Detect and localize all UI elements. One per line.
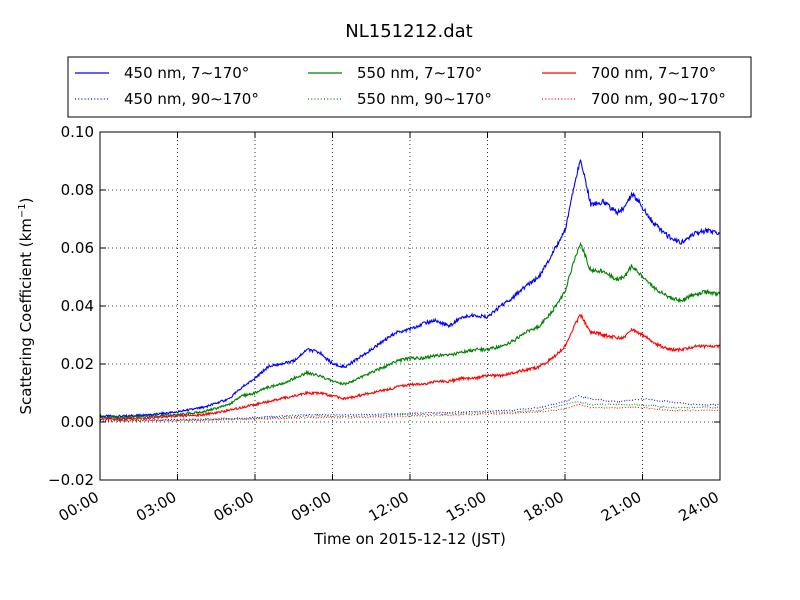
y-axis-label: Scattering Coefficient (km−1)	[17, 197, 35, 414]
legend-label-2: 550 nm, 7∼170°	[357, 64, 482, 82]
legend-label-3: 700 nm, 7∼170°	[591, 64, 716, 82]
x-tick-label: 06:00	[211, 488, 257, 525]
legend-label-5: 550 nm, 90∼170°	[357, 90, 492, 108]
x-tick-label: 24:00	[676, 488, 722, 525]
y-tick-label: 0.02	[61, 355, 94, 373]
legend-box	[67, 56, 752, 118]
grid	[100, 132, 720, 480]
series-line-2	[99, 241, 721, 420]
x-tick-label: 18:00	[521, 488, 567, 525]
x-axis-label: Time on 2015-12-12 (JST)	[313, 530, 506, 548]
series-line-5	[99, 400, 721, 423]
x-tick-label: 09:00	[288, 488, 334, 525]
legend-label-4: 450 nm, 90∼170°	[124, 90, 259, 108]
series-line-3	[99, 313, 721, 422]
y-axis-label-superscript: −1	[17, 203, 28, 218]
y-tick-label: −0.02	[48, 471, 94, 489]
x-tick-label: 03:00	[133, 488, 179, 525]
series-line-1	[99, 159, 721, 419]
legend-label-6: 700 nm, 90∼170°	[591, 90, 726, 108]
y-tick-label: 0.04	[61, 297, 94, 315]
y-tick-label: 0.10	[61, 123, 94, 141]
x-tick-label: 21:00	[598, 488, 644, 525]
y-tick-label: 0.06	[61, 239, 94, 257]
ticks: 00:00 03:00 06:00 09:00 12:00 15:00 18:00 21:00…	[48, 123, 722, 525]
chart-title: NL151212.dat	[345, 21, 472, 42]
y-axis-label-main: Scattering Coefficient (km	[17, 218, 35, 414]
legend: 450 nm, 7∼170° 550 nm, 7∼170° 700 nm, 7∼17…	[67, 56, 752, 118]
legend-label-1: 450 nm, 7∼170°	[124, 64, 249, 82]
y-tick-label: 0.08	[61, 181, 94, 199]
x-tick-label: 00:00	[56, 488, 102, 525]
y-tick-label: 0.00	[61, 413, 94, 431]
y-axis-label-end: )	[17, 197, 35, 203]
x-tick-label: 12:00	[366, 488, 412, 525]
series-group	[99, 159, 721, 423]
x-tick-label: 15:00	[443, 488, 489, 525]
